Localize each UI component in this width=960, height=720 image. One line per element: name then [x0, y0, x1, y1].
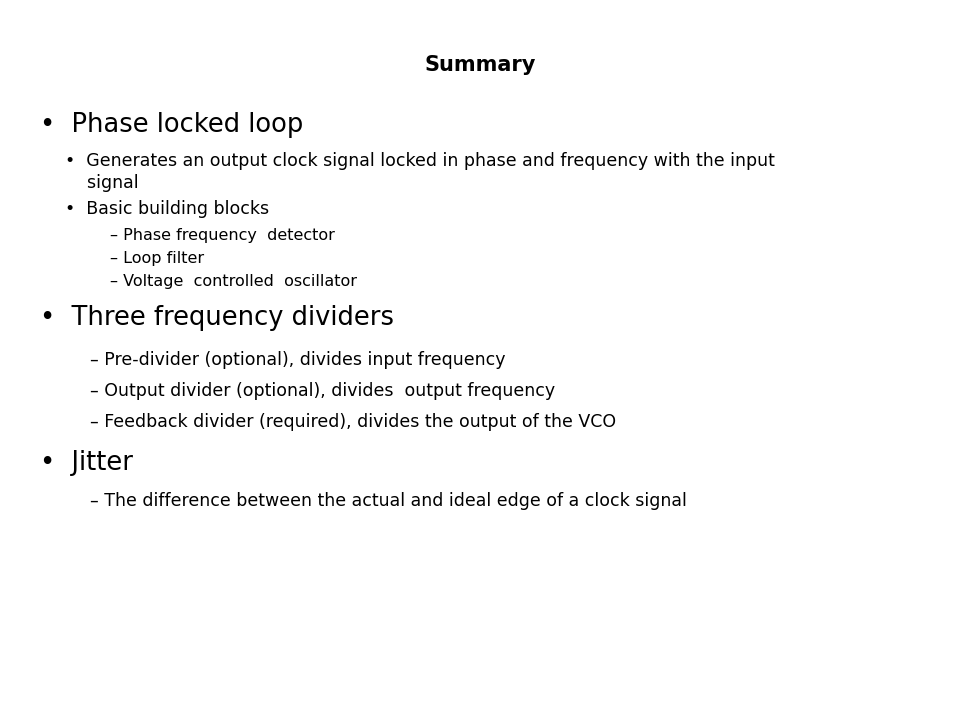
Text: Summary: Summary — [424, 55, 536, 75]
Text: •  Three frequency dividers: • Three frequency dividers — [40, 305, 394, 331]
Text: – Pre-divider (optional), divides input frequency: – Pre-divider (optional), divides input … — [90, 351, 506, 369]
Text: – Feedback divider (required), divides the output of the VCO: – Feedback divider (required), divides t… — [90, 413, 616, 431]
Text: – Loop filter: – Loop filter — [110, 251, 204, 266]
Text: – Voltage  controlled  oscillator: – Voltage controlled oscillator — [110, 274, 357, 289]
Text: – Phase frequency  detector: – Phase frequency detector — [110, 228, 335, 243]
Text: •  Basic building blocks: • Basic building blocks — [65, 200, 269, 218]
Text: •  Jitter: • Jitter — [40, 450, 133, 476]
Text: – The difference between the actual and ideal edge of a clock signal: – The difference between the actual and … — [90, 492, 686, 510]
Text: – Output divider (optional), divides  output frequency: – Output divider (optional), divides out… — [90, 382, 555, 400]
Text: •  Generates an output clock signal locked in phase and frequency with the input: • Generates an output clock signal locke… — [65, 152, 775, 192]
Text: •  Phase locked loop: • Phase locked loop — [40, 112, 303, 138]
